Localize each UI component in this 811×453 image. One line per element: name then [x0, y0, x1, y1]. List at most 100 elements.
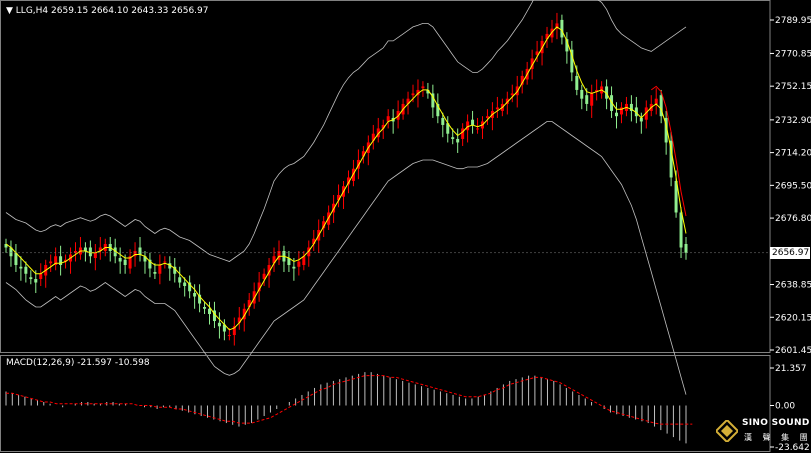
- candle-body: [381, 124, 385, 129]
- candle-body: [615, 112, 619, 117]
- candle-body: [580, 89, 584, 99]
- candle-body: [495, 107, 499, 110]
- candle-body: [570, 49, 574, 73]
- candle-body: [476, 128, 480, 130]
- candle-body: [262, 273, 266, 280]
- candle-body: [118, 258, 122, 262]
- candle-body: [595, 89, 599, 92]
- candle-body: [267, 265, 271, 276]
- bollinger-lower-line: [5, 121, 687, 395]
- logo-diamond-icon: [716, 420, 738, 442]
- chart-header: ▼ LLG,H4 2659.15 2664.10 2643.33 2656.97: [6, 6, 208, 16]
- candle-body: [634, 107, 638, 117]
- candle-body: [29, 277, 33, 280]
- candle-body: [247, 300, 251, 308]
- candle-body: [361, 151, 365, 157]
- candle-body: [4, 243, 8, 248]
- candle-body: [411, 93, 415, 96]
- macd-tick-label: -23.642: [775, 443, 810, 453]
- candle-body: [39, 273, 43, 280]
- price-tick-label: 2620.15: [775, 313, 811, 323]
- candle-body: [659, 95, 663, 117]
- macd-pane: [0, 355, 771, 452]
- candle-body: [54, 256, 58, 266]
- candle-body: [34, 279, 38, 283]
- candle-body: [128, 256, 132, 269]
- candle-body: [64, 259, 68, 262]
- candle-body: [346, 177, 350, 185]
- main-price-pane: [0, 0, 771, 395]
- candle-body: [456, 138, 460, 143]
- candle-body: [436, 103, 440, 117]
- candle-body: [148, 259, 152, 269]
- ohlc-values: 2659.15 2664.10 2643.33 2656.97: [51, 6, 209, 16]
- candle-body: [49, 261, 53, 264]
- candle-body: [19, 266, 23, 269]
- candle-body: [505, 98, 509, 104]
- symbol-label: LLG,H4: [15, 6, 49, 16]
- candle-body: [575, 75, 579, 90]
- candle-body: [73, 251, 77, 253]
- candle-body: [426, 89, 430, 94]
- macd-tick-label: 0.00: [775, 401, 795, 411]
- price-tick-label: 2752.15: [775, 82, 811, 92]
- candle-body: [376, 128, 380, 138]
- candle-body: [123, 259, 127, 266]
- candle-body: [451, 137, 455, 139]
- candle-body: [590, 93, 594, 106]
- logo-name: SINO SOUND: [742, 418, 810, 428]
- candle-body: [441, 117, 445, 125]
- candle-body: [431, 93, 435, 108]
- candle-body: [9, 247, 13, 257]
- candle-body: [322, 221, 326, 229]
- candle-body: [24, 266, 28, 274]
- macd-tick-label: 21.357: [775, 364, 807, 374]
- candle-body: [212, 310, 216, 322]
- price-tick-label: 2732.90: [775, 116, 811, 126]
- price-tick-label: 2676.80: [775, 214, 811, 224]
- candle-body: [639, 117, 643, 122]
- candle-body: [227, 335, 231, 337]
- candle-body: [466, 121, 470, 131]
- candle-body: [113, 247, 117, 257]
- candle-body: [619, 107, 623, 115]
- candle-body: [654, 98, 658, 104]
- candle-body: [545, 33, 549, 40]
- bollinger-upper-line: [5, 0, 687, 262]
- short-ma-line: [651, 85, 687, 217]
- candle-body: [163, 261, 167, 263]
- candle-body: [292, 266, 296, 269]
- candle-body: [173, 266, 177, 274]
- candle-body: [242, 308, 246, 320]
- candle-body: [168, 263, 172, 269]
- candle-body: [178, 277, 182, 283]
- candle-body: [669, 140, 673, 178]
- candle-body: [530, 58, 534, 69]
- candle-body: [83, 247, 87, 251]
- candle-body: [629, 103, 633, 111]
- candle-body: [98, 247, 102, 251]
- candle-body: [446, 123, 450, 134]
- candle-body: [337, 194, 341, 201]
- collapse-triangle-icon[interactable]: ▼: [6, 6, 13, 16]
- candle-body: [143, 256, 147, 262]
- candle-body: [644, 107, 648, 120]
- candle-body: [471, 119, 475, 125]
- candle-body: [461, 128, 465, 139]
- candle-body: [555, 23, 559, 29]
- candle-body: [158, 265, 162, 274]
- candle-body: [93, 252, 97, 259]
- candle-body: [510, 93, 514, 96]
- candle-body: [585, 95, 589, 104]
- candle-body: [421, 86, 425, 89]
- candle-body: [416, 89, 420, 96]
- price-tick-label: 2638.85: [775, 281, 811, 291]
- candle-body: [232, 326, 236, 336]
- candle-body: [674, 180, 678, 213]
- candle-body: [88, 247, 92, 257]
- candle-body: [203, 307, 207, 309]
- logo-cn-name: 漢 聲 集 團: [744, 433, 811, 442]
- candle-body: [217, 322, 221, 327]
- sino-sound-logo: SINO SOUND 漢 聲 集 團: [716, 416, 811, 450]
